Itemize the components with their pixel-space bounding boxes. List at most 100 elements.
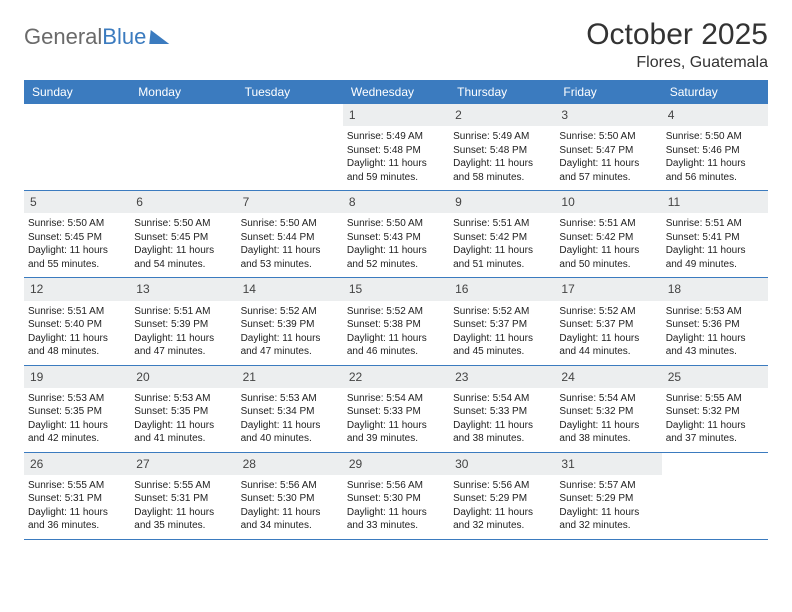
daylight-text: Daylight: 11 hours and 49 minutes. (666, 244, 764, 271)
week-row: 1Sunrise: 5:49 AMSunset: 5:48 PMDaylight… (24, 104, 768, 191)
sunset-text: Sunset: 5:29 PM (559, 492, 657, 506)
daylight-text: Daylight: 11 hours and 43 minutes. (666, 332, 764, 359)
sunset-text: Sunset: 5:30 PM (241, 492, 339, 506)
brand-word-1: General (24, 24, 102, 50)
day-number: 23 (449, 366, 555, 388)
sunrise-text: Sunrise: 5:50 AM (241, 217, 339, 231)
day-number: 10 (555, 191, 661, 213)
daylight-text: Daylight: 11 hours and 59 minutes. (347, 157, 445, 184)
day-number: 16 (449, 278, 555, 300)
sunset-text: Sunset: 5:29 PM (453, 492, 551, 506)
header: GeneralBlue October 2025 Flores, Guatema… (24, 18, 768, 72)
sunset-text: Sunset: 5:44 PM (241, 231, 339, 245)
brand-triangle-icon (150, 30, 171, 44)
day-cell: 19 Sunrise: 5:53 AMSunset: 5:35 PMDayligh… (24, 366, 130, 452)
day-number: 24 (555, 366, 661, 388)
daylight-text: Daylight: 11 hours and 36 minutes. (28, 506, 126, 533)
day-cell: 11Sunrise: 5:51 AMSunset: 5:41 PMDayligh… (662, 191, 768, 277)
daylight-text: Daylight: 11 hours and 41 minutes. (134, 419, 232, 446)
day-number: 9 (449, 191, 555, 213)
day-cell: 31Sunrise: 5:57 AMSunset: 5:29 PMDayligh… (555, 453, 661, 539)
daylight-text: Daylight: 11 hours and 57 minutes. (559, 157, 657, 184)
daylight-text: Daylight: 11 hours and 38 minutes. (453, 419, 551, 446)
sunrise-text: Sunrise: 5:51 AM (453, 217, 551, 231)
sunset-text: Sunset: 5:42 PM (559, 231, 657, 245)
brand-logo: GeneralBlue (24, 18, 170, 50)
day-cell (662, 453, 768, 539)
sunset-text: Sunset: 5:47 PM (559, 144, 657, 158)
brand-word-2: Blue (102, 24, 146, 50)
day-number: 6 (130, 191, 236, 213)
sunset-text: Sunset: 5:46 PM (666, 144, 764, 158)
day-cell: 30Sunrise: 5:56 AMSunset: 5:29 PMDayligh… (449, 453, 555, 539)
sunset-text: Sunset: 5:43 PM (347, 231, 445, 245)
daylight-text: Daylight: 11 hours and 40 minutes. (241, 419, 339, 446)
day-number: 19 (24, 366, 130, 388)
sunrise-text: Sunrise: 5:52 AM (241, 305, 339, 319)
day-number: 20 (130, 366, 236, 388)
sunrise-text: Sunrise: 5:55 AM (666, 392, 764, 406)
calendar: Sunday Monday Tuesday Wednesday Thursday… (24, 80, 768, 540)
sunrise-text: Sunrise: 5:50 AM (559, 130, 657, 144)
sunset-text: Sunset: 5:45 PM (134, 231, 232, 245)
sunrise-text: Sunrise: 5:53 AM (28, 392, 126, 406)
sunset-text: Sunset: 5:39 PM (134, 318, 232, 332)
sunset-text: Sunset: 5:33 PM (347, 405, 445, 419)
daylight-text: Daylight: 11 hours and 37 minutes. (666, 419, 764, 446)
sunrise-text: Sunrise: 5:52 AM (453, 305, 551, 319)
day-cell: 13Sunrise: 5:51 AMSunset: 5:39 PMDayligh… (130, 278, 236, 364)
day-number: 26 (24, 453, 130, 475)
day-number: 25 (662, 366, 768, 388)
day-number: 4 (662, 104, 768, 126)
day-cell: 16Sunrise: 5:52 AMSunset: 5:37 PMDayligh… (449, 278, 555, 364)
sunset-text: Sunset: 5:39 PM (241, 318, 339, 332)
day-cell (237, 104, 343, 190)
weekday-mon: Monday (130, 80, 236, 104)
day-number: 14 (237, 278, 343, 300)
daylight-text: Daylight: 11 hours and 44 minutes. (559, 332, 657, 359)
sunset-text: Sunset: 5:33 PM (453, 405, 551, 419)
sunset-text: Sunset: 5:40 PM (28, 318, 126, 332)
day-cell: 21Sunrise: 5:53 AMSunset: 5:34 PMDayligh… (237, 366, 343, 452)
weekday-header: Sunday Monday Tuesday Wednesday Thursday… (24, 80, 768, 104)
sunrise-text: Sunrise: 5:55 AM (134, 479, 232, 493)
sunset-text: Sunset: 5:35 PM (28, 405, 126, 419)
sunset-text: Sunset: 5:35 PM (134, 405, 232, 419)
day-number: 3 (555, 104, 661, 126)
sunrise-text: Sunrise: 5:50 AM (134, 217, 232, 231)
weekday-sat: Saturday (662, 80, 768, 104)
daylight-text: Daylight: 11 hours and 39 minutes. (347, 419, 445, 446)
sunrise-text: Sunrise: 5:55 AM (28, 479, 126, 493)
sunrise-text: Sunrise: 5:51 AM (134, 305, 232, 319)
day-number: 15 (343, 278, 449, 300)
sunrise-text: Sunrise: 5:56 AM (453, 479, 551, 493)
day-cell: 17Sunrise: 5:52 AMSunset: 5:37 PMDayligh… (555, 278, 661, 364)
daylight-text: Daylight: 11 hours and 53 minutes. (241, 244, 339, 271)
sunrise-text: Sunrise: 5:53 AM (666, 305, 764, 319)
sunrise-text: Sunrise: 5:49 AM (453, 130, 551, 144)
sunset-text: Sunset: 5:37 PM (453, 318, 551, 332)
sunset-text: Sunset: 5:36 PM (666, 318, 764, 332)
daylight-text: Daylight: 11 hours and 58 minutes. (453, 157, 551, 184)
weekday-tue: Tuesday (237, 80, 343, 104)
day-number: 1 (343, 104, 449, 126)
sunset-text: Sunset: 5:31 PM (134, 492, 232, 506)
day-cell: 27Sunrise: 5:55 AMSunset: 5:31 PMDayligh… (130, 453, 236, 539)
daylight-text: Daylight: 11 hours and 50 minutes. (559, 244, 657, 271)
sunset-text: Sunset: 5:32 PM (666, 405, 764, 419)
daylight-text: Daylight: 11 hours and 32 minutes. (453, 506, 551, 533)
daylight-text: Daylight: 11 hours and 34 minutes. (241, 506, 339, 533)
day-number: 21 (237, 366, 343, 388)
sunset-text: Sunset: 5:32 PM (559, 405, 657, 419)
day-cell: 14Sunrise: 5:52 AMSunset: 5:39 PMDayligh… (237, 278, 343, 364)
title-block: October 2025 Flores, Guatemala (586, 18, 768, 72)
daylight-text: Daylight: 11 hours and 42 minutes. (28, 419, 126, 446)
sunset-text: Sunset: 5:42 PM (453, 231, 551, 245)
sunrise-text: Sunrise: 5:53 AM (134, 392, 232, 406)
sunrise-text: Sunrise: 5:50 AM (28, 217, 126, 231)
day-cell: 4Sunrise: 5:50 AMSunset: 5:46 PMDaylight… (662, 104, 768, 190)
week-row: 19Sunrise: 5:53 AMSunset: 5:35 PMDayligh… (24, 366, 768, 453)
day-number: 31 (555, 453, 661, 475)
sunset-text: Sunset: 5:31 PM (28, 492, 126, 506)
day-number: 11 (662, 191, 768, 213)
